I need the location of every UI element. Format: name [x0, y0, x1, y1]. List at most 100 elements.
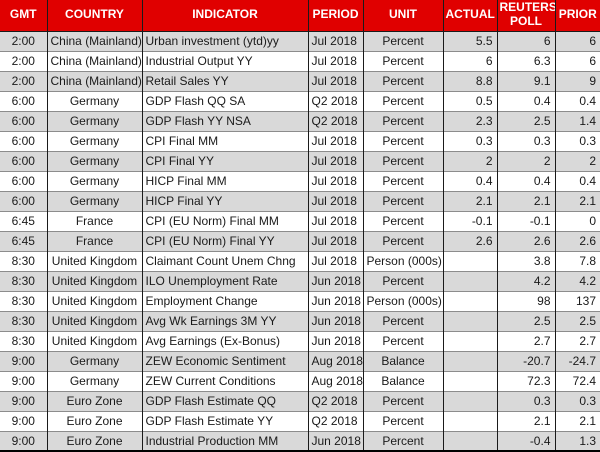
cell-indicator: CPI Final MM: [141, 130, 308, 151]
cell-period: Jun 2018: [307, 330, 363, 351]
col-header-period: PERIOD: [307, 0, 363, 32]
cell-country: China (Mainland): [46, 31, 142, 51]
cell-country: China (Mainland): [46, 50, 142, 71]
table-row: 6:00 Germany HICP Final MM Jul 2018 Perc…: [0, 170, 600, 191]
cell-actual: [442, 350, 497, 371]
cell-period: Q2 2018: [307, 390, 363, 411]
table-row: 2:00 China (Mainland) Urban investment (…: [0, 31, 600, 51]
cell-reuters-poll: -20.7: [496, 350, 555, 371]
cell-reuters-poll: 6: [496, 31, 555, 51]
cell-country: China (Mainland): [46, 70, 142, 91]
cell-reuters-poll: 2: [496, 150, 555, 171]
cell-unit: Percent: [362, 330, 443, 351]
cell-gmt: 9:00: [0, 390, 47, 411]
cell-prior: 2.7: [554, 330, 600, 351]
cell-gmt: 9:00: [0, 350, 47, 371]
cell-gmt: 9:00: [0, 370, 47, 391]
cell-reuters-poll: 6.3: [496, 50, 555, 71]
cell-prior: 7.8: [554, 250, 600, 271]
cell-period: Jul 2018: [307, 50, 363, 71]
cell-gmt: 6:00: [0, 130, 47, 151]
cell-gmt: 8:30: [0, 330, 47, 351]
cell-period: Jun 2018: [307, 270, 363, 291]
cell-prior: 0.4: [554, 90, 600, 111]
cell-country: Germany: [46, 110, 142, 131]
cell-unit: Percent: [362, 150, 443, 171]
cell-unit: Percent: [362, 430, 443, 451]
cell-gmt: 8:30: [0, 250, 47, 271]
cell-country: Germany: [46, 150, 142, 171]
cell-actual: -0.1: [442, 210, 497, 231]
cell-reuters-poll: 72.3: [496, 370, 555, 391]
cell-gmt: 9:00: [0, 430, 47, 451]
cell-actual: 5.5: [442, 31, 497, 51]
table-row: 8:30 United Kingdom Avg Earnings (Ex-Bon…: [0, 330, 600, 351]
cell-actual: 0.5: [442, 90, 497, 111]
cell-unit: Percent: [362, 270, 443, 291]
cell-gmt: 6:45: [0, 230, 47, 251]
cell-unit: Person (000s): [362, 290, 443, 311]
cell-indicator: ZEW Current Conditions: [141, 370, 308, 391]
table-row: 9:00 Euro Zone Industrial Production MM …: [0, 430, 600, 451]
cell-indicator: ILO Unemployment Rate: [141, 270, 308, 291]
table-row: 8:30 United Kingdom Claimant Count Unem …: [0, 250, 600, 271]
cell-period: Q2 2018: [307, 410, 363, 431]
cell-actual: [442, 310, 497, 331]
cell-period: Jul 2018: [307, 190, 363, 211]
cell-unit: Percent: [362, 190, 443, 211]
col-header-reuters-poll: REUTERS POLL: [496, 0, 555, 32]
cell-prior: 2.5: [554, 310, 600, 331]
col-header-unit: UNIT: [362, 0, 443, 32]
cell-period: Jul 2018: [307, 70, 363, 91]
cell-country: United Kingdom: [46, 330, 142, 351]
table-row: 6:00 Germany CPI Final MM Jul 2018 Perce…: [0, 130, 600, 151]
cell-actual: [442, 290, 497, 311]
cell-reuters-poll: -0.4: [496, 430, 555, 451]
table-row: 2:00 China (Mainland) Industrial Output …: [0, 50, 600, 71]
cell-unit: Percent: [362, 70, 443, 91]
cell-actual: 2: [442, 150, 497, 171]
cell-gmt: 6:00: [0, 90, 47, 111]
cell-gmt: 6:45: [0, 210, 47, 231]
cell-prior: 6: [554, 31, 600, 51]
cell-unit: Percent: [362, 130, 443, 151]
cell-prior: 6: [554, 50, 600, 71]
cell-period: Jun 2018: [307, 430, 363, 451]
cell-gmt: 6:00: [0, 190, 47, 211]
cell-reuters-poll: 0.3: [496, 390, 555, 411]
cell-reuters-poll: 3.8: [496, 250, 555, 271]
cell-country: Germany: [46, 190, 142, 211]
table-row: 8:30 United Kingdom Avg Wk Earnings 3M Y…: [0, 310, 600, 331]
cell-prior: 0.4: [554, 170, 600, 191]
cell-period: Jul 2018: [307, 210, 363, 231]
cell-prior: 2.1: [554, 410, 600, 431]
cell-indicator: Retail Sales YY: [141, 70, 308, 91]
cell-indicator: Industrial Production MM: [141, 430, 308, 451]
table-row: 6:00 Germany CPI Final YY Jul 2018 Perce…: [0, 150, 600, 171]
cell-actual: 2.6: [442, 230, 497, 251]
cell-period: Jul 2018: [307, 230, 363, 251]
cell-gmt: 9:00: [0, 410, 47, 431]
cell-prior: 137: [554, 290, 600, 311]
cell-unit: Percent: [362, 50, 443, 71]
table-row: 6:45 France CPI (EU Norm) Final MM Jul 2…: [0, 210, 600, 231]
cell-gmt: 8:30: [0, 290, 47, 311]
cell-unit: Balance: [362, 370, 443, 391]
cell-prior: 2.6: [554, 230, 600, 251]
table-row: 8:30 United Kingdom Employment Change Ju…: [0, 290, 600, 311]
table-row: 9:00 Germany ZEW Economic Sentiment Aug …: [0, 350, 600, 371]
cell-country: France: [46, 230, 142, 251]
cell-country: United Kingdom: [46, 270, 142, 291]
cell-country: Germany: [46, 350, 142, 371]
cell-period: Jul 2018: [307, 130, 363, 151]
cell-prior: 2.1: [554, 190, 600, 211]
cell-period: Jul 2018: [307, 250, 363, 271]
cell-country: France: [46, 210, 142, 231]
cell-actual: 2.3: [442, 110, 497, 131]
cell-actual: [442, 270, 497, 291]
cell-prior: 72.4: [554, 370, 600, 391]
cell-prior: 1.3: [554, 430, 600, 451]
cell-period: Jul 2018: [307, 170, 363, 191]
cell-country: Euro Zone: [46, 410, 142, 431]
